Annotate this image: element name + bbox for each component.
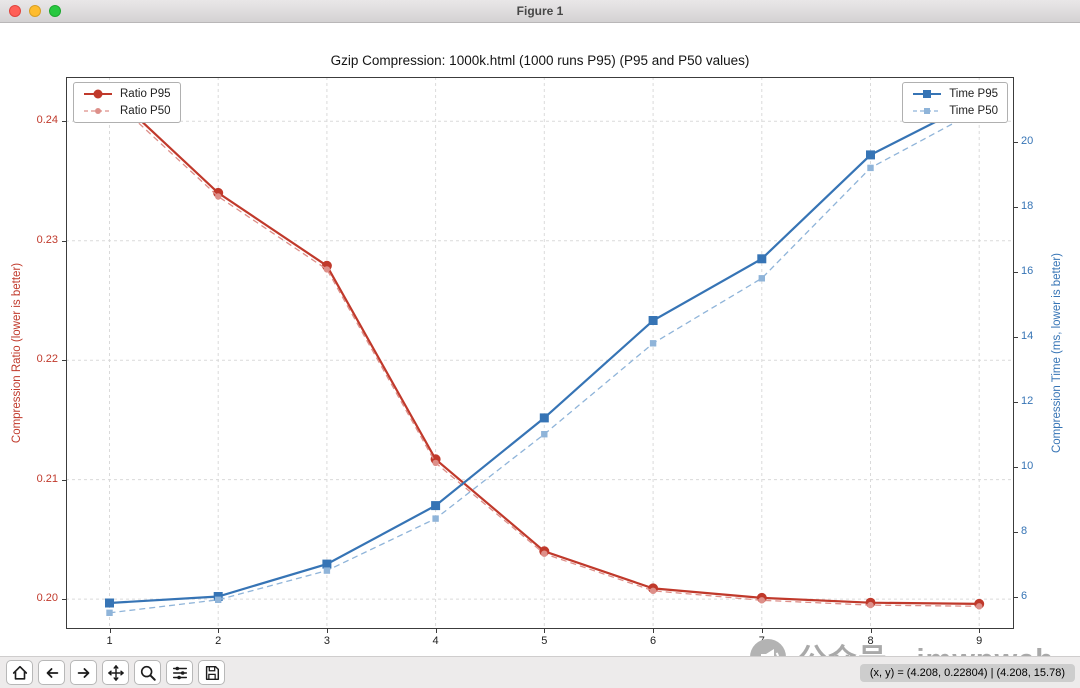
x-tick <box>326 629 328 633</box>
x-tick-label: 3 <box>323 635 330 647</box>
navigation-toolbar: (x, y) = (4.208, 0.22804) | (4.208, 15.7… <box>0 656 1080 688</box>
ratio-p95-line-icon <box>83 88 113 100</box>
save-floppy-icon <box>205 665 219 680</box>
close-button[interactable] <box>9 5 21 17</box>
legend-time: Time P95 Time P50 <box>902 82 1008 123</box>
minimize-button[interactable] <box>29 5 41 17</box>
right-tick <box>1014 466 1018 468</box>
configure-subplots-button[interactable] <box>166 660 193 685</box>
legend-ratio: Ratio P95 Ratio P50 <box>73 82 181 123</box>
back-button[interactable] <box>38 660 65 685</box>
legend-entry: Time P95 <box>912 88 998 100</box>
figure-canvas[interactable]: Gzip Compression: 1000k.html (1000 runs … <box>0 22 1080 676</box>
time-p95-line-icon <box>912 88 942 100</box>
right-tick-label: 10 <box>1021 459 1034 472</box>
x-tick <box>435 629 437 633</box>
right-tick-label: 12 <box>1021 394 1034 407</box>
x-tick-label: 9 <box>976 635 983 647</box>
right-tick-label: 18 <box>1021 199 1034 212</box>
home-icon <box>12 665 27 680</box>
right-tick-label: 8 <box>1021 524 1028 537</box>
x-tick <box>979 629 981 633</box>
zoom-button[interactable] <box>134 660 161 685</box>
x-tick-label: 5 <box>541 635 548 647</box>
pan-button[interactable] <box>102 660 129 685</box>
left-tick <box>62 479 66 481</box>
left-tick <box>62 121 66 123</box>
left-tick-label: 0.24 <box>36 114 58 127</box>
cursor-coordinates: (x, y) = (4.208, 0.22804) | (4.208, 15.7… <box>859 663 1075 682</box>
x-tick-label: 2 <box>215 635 222 647</box>
right-tick <box>1014 401 1018 403</box>
time-p50-line-icon <box>912 105 942 117</box>
left-axis-label: Compression Ratio (lower is better) <box>11 262 23 444</box>
left-tick-label: 0.22 <box>36 353 58 366</box>
legend-entry: Ratio P95 <box>83 88 171 100</box>
titlebar: Figure 1 <box>0 0 1080 23</box>
x-tick <box>870 629 872 633</box>
x-tick-label: 6 <box>650 635 657 647</box>
right-tick-label: 20 <box>1021 134 1034 147</box>
right-tick <box>1014 596 1018 598</box>
legend-label: Ratio P95 <box>120 88 171 100</box>
right-tick-label: 6 <box>1021 589 1028 602</box>
x-tick-label: 8 <box>867 635 874 647</box>
sliders-icon <box>172 666 187 679</box>
right-tick <box>1014 531 1018 533</box>
x-tick <box>544 629 546 633</box>
left-tick-label: 0.21 <box>36 472 58 485</box>
legend-entry: Ratio P50 <box>83 105 171 117</box>
right-tick <box>1014 206 1018 208</box>
right-tick-label: 14 <box>1021 329 1034 342</box>
legend-label: Ratio P50 <box>120 105 171 117</box>
plot-canvas[interactable] <box>66 77 1014 629</box>
x-tick <box>218 629 220 633</box>
pan-move-icon <box>107 664 124 681</box>
forward-button[interactable] <box>70 660 97 685</box>
left-tick <box>62 599 66 601</box>
right-tick <box>1014 336 1018 338</box>
left-tick <box>62 240 66 242</box>
right-tick-label: 16 <box>1021 264 1034 277</box>
back-arrow-icon <box>46 667 58 678</box>
forward-arrow-icon <box>77 667 89 678</box>
maximize-button[interactable] <box>49 5 61 17</box>
save-button[interactable] <box>198 660 225 685</box>
x-tick <box>653 629 655 633</box>
window-title: Figure 1 <box>516 4 564 18</box>
left-tick-label: 0.20 <box>36 592 58 605</box>
legend-label: Time P95 <box>949 88 998 100</box>
legend-label: Time P50 <box>949 105 998 117</box>
home-button[interactable] <box>6 660 33 685</box>
magnifier-icon <box>140 665 156 681</box>
left-tick <box>62 360 66 362</box>
chart-title: Gzip Compression: 1000k.html (1000 runs … <box>330 53 750 68</box>
x-tick-label: 1 <box>106 635 113 647</box>
plot-area[interactable] <box>66 77 1014 629</box>
left-tick-label: 0.23 <box>36 233 58 246</box>
right-tick <box>1014 141 1018 143</box>
x-tick <box>109 629 111 633</box>
x-tick <box>761 629 763 633</box>
right-axis-label: Compression Time (ms, lower is better) <box>1051 252 1063 454</box>
x-tick-label: 4 <box>432 635 439 647</box>
right-tick <box>1014 271 1018 273</box>
ratio-p50-line-icon <box>83 105 113 117</box>
legend-entry: Time P50 <box>912 105 998 117</box>
